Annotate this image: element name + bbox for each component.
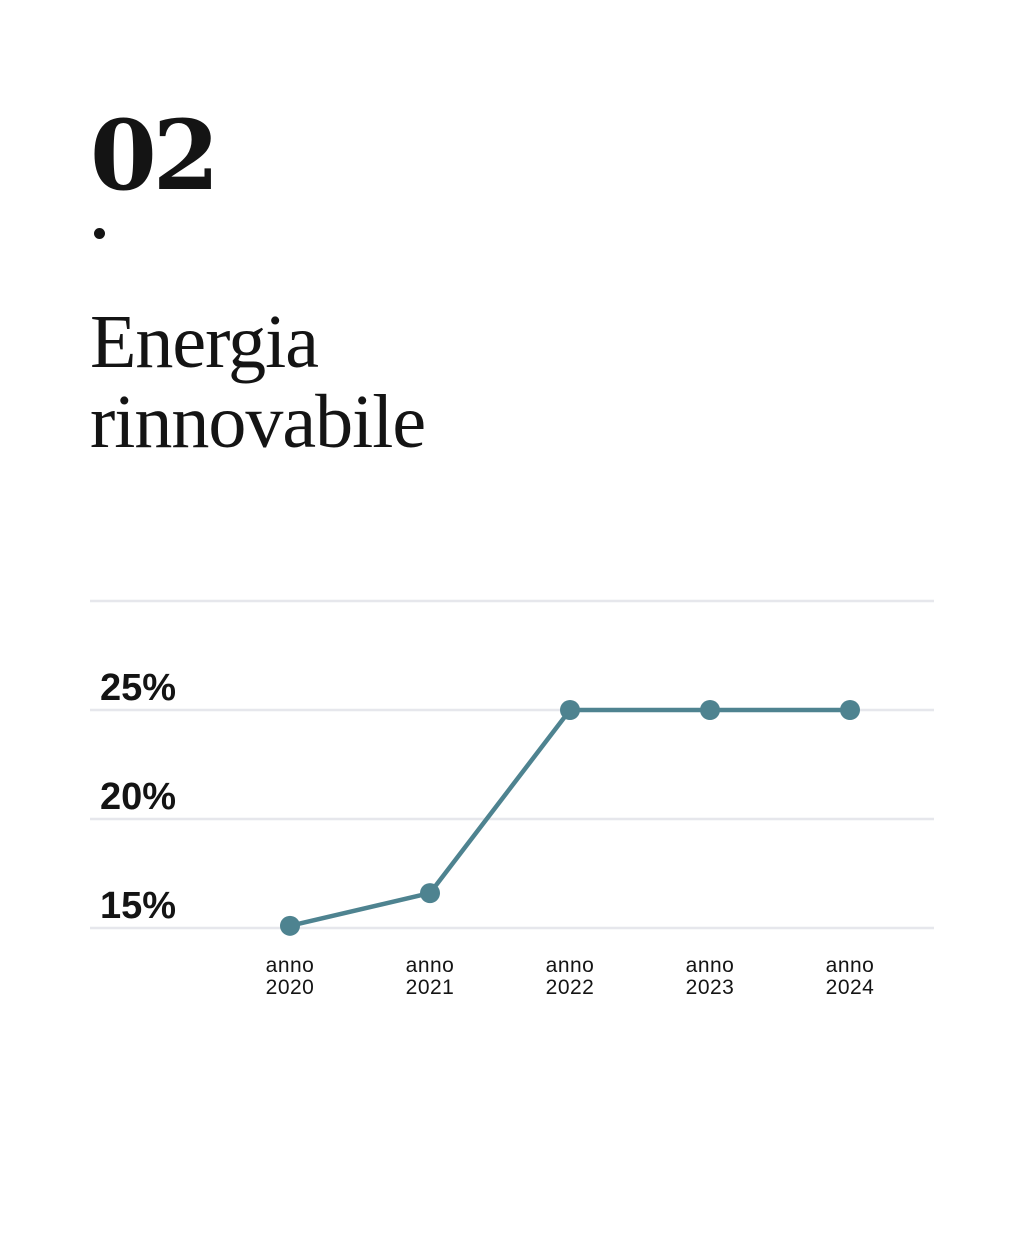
x-tick-label-year: 2021 (406, 976, 455, 999)
y-tick-label: 15% (100, 885, 176, 927)
x-tick-label-year: 2020 (266, 976, 315, 999)
data-point (840, 700, 860, 720)
page-title: Energia rinnovabile (90, 300, 426, 464)
x-tick-label-prefix: anno (686, 954, 735, 977)
x-tick-label-prefix: anno (546, 954, 595, 977)
x-tick-label-year: 2023 (686, 976, 735, 999)
page-title-line-2: rinnovabile (90, 380, 426, 464)
y-tick-label: 20% (100, 776, 176, 818)
data-point (700, 700, 720, 720)
page-title-line-1: Energia (90, 300, 319, 384)
section-number: 02 (90, 99, 220, 212)
data-point (420, 883, 440, 904)
data-point (560, 700, 580, 720)
section-dot (94, 228, 105, 239)
y-tick-label: 25% (100, 667, 176, 709)
x-tick-label-year: 2024 (826, 976, 875, 999)
x-tick-label-prefix: anno (406, 954, 455, 977)
x-tick-label-prefix: anno (266, 954, 315, 977)
x-tick-label-year: 2022 (546, 976, 595, 999)
x-tick-label-prefix: anno (826, 954, 875, 977)
data-point (280, 915, 300, 936)
